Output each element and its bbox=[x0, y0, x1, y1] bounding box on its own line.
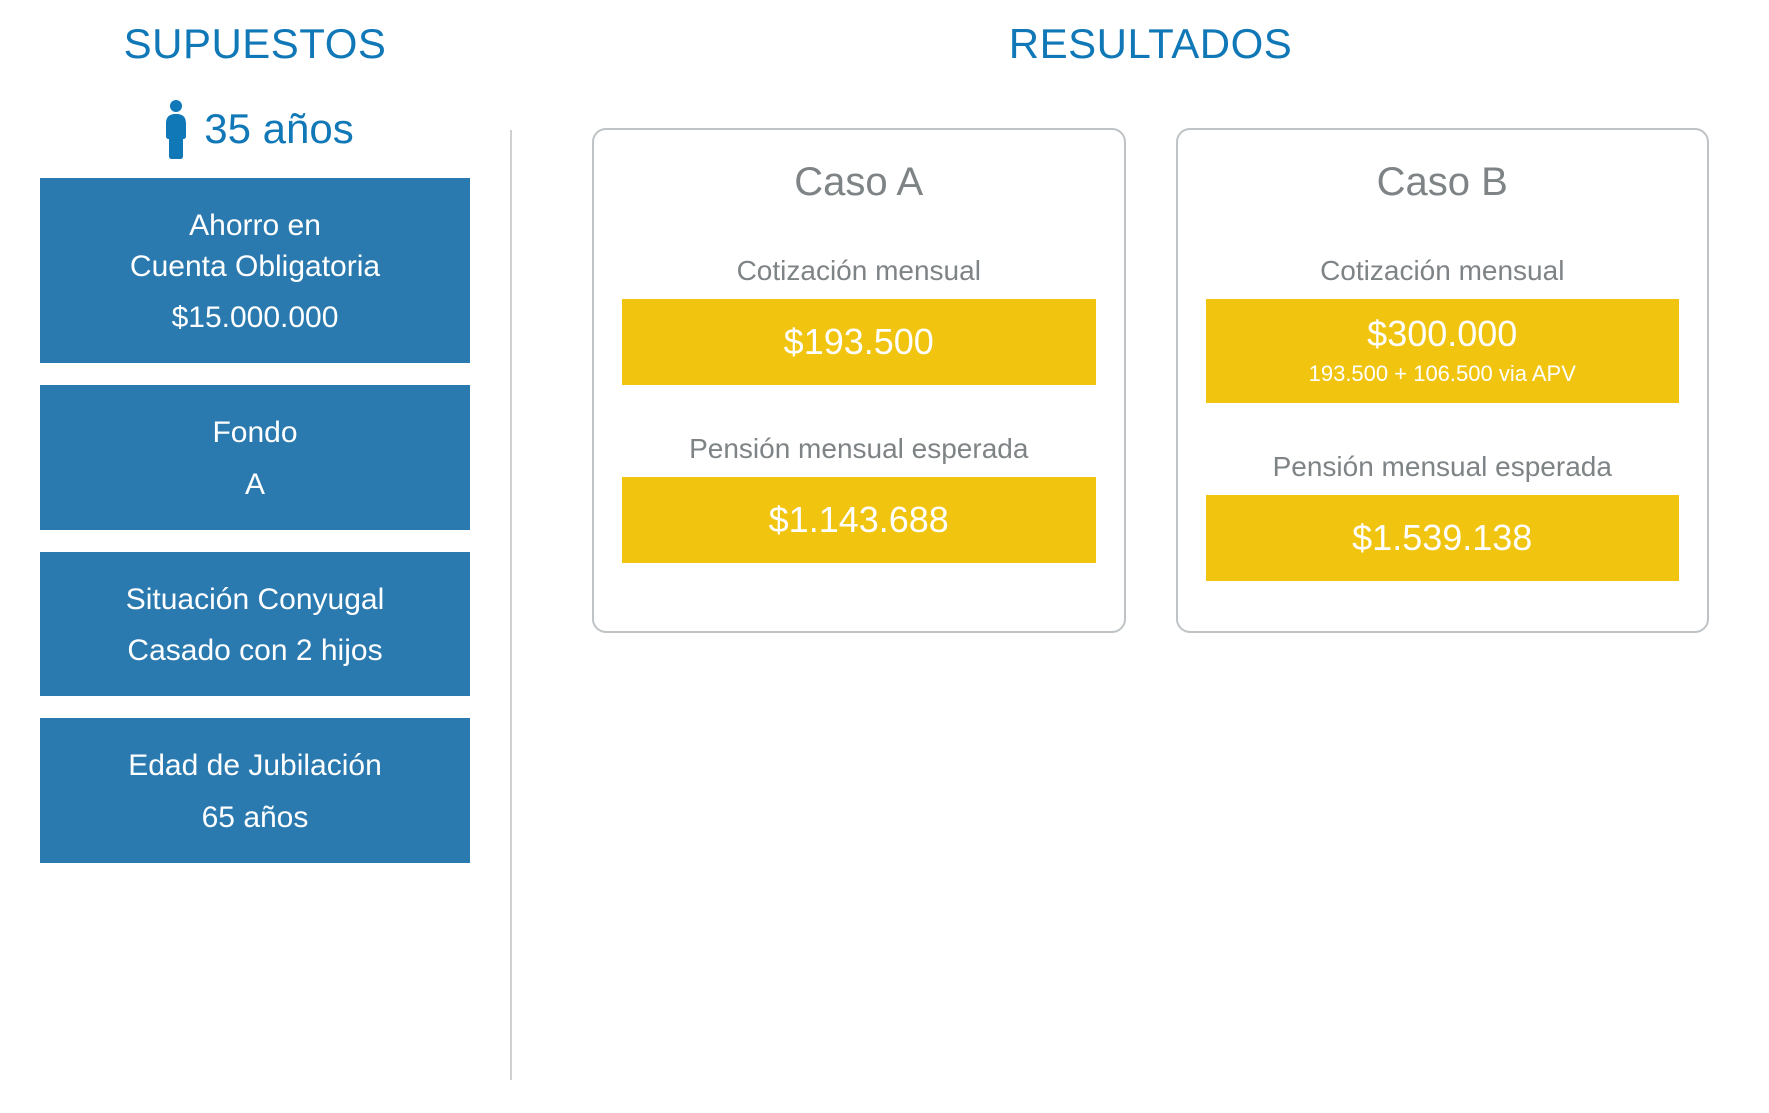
assumptions-column: SUPUESTOS 35 años Ahorro en Cuenta Oblig… bbox=[40, 20, 470, 1080]
card-label: Edad de Jubilación bbox=[60, 746, 450, 787]
pension-value-box: $1.539.138 bbox=[1206, 495, 1680, 581]
pension-value: $1.539.138 bbox=[1216, 517, 1670, 559]
contribution-value-box: $193.500 bbox=[622, 299, 1096, 385]
assumptions-heading: SUPUESTOS bbox=[40, 20, 470, 68]
assumption-card-marital: Situación Conyugal Casado con 2 hijos bbox=[40, 552, 470, 697]
contribution-label: Cotización mensual bbox=[622, 255, 1096, 287]
contribution-label: Cotización mensual bbox=[1206, 255, 1680, 287]
results-column: RESULTADOS Caso A Cotización mensual $19… bbox=[552, 20, 1709, 1080]
pension-value: $1.143.688 bbox=[632, 499, 1086, 541]
case-card-b: Caso B Cotización mensual $300.000 193.5… bbox=[1176, 128, 1710, 633]
card-value: A bbox=[60, 468, 450, 502]
age-label: 35 años bbox=[204, 105, 353, 153]
assumption-card-savings: Ahorro en Cuenta Obligatoria $15.000.000 bbox=[40, 178, 470, 363]
results-heading: RESULTADOS bbox=[592, 20, 1709, 68]
main-container: SUPUESTOS 35 años Ahorro en Cuenta Oblig… bbox=[0, 0, 1769, 1080]
case-card-a: Caso A Cotización mensual $193.500 Pensi… bbox=[592, 128, 1126, 633]
pension-label: Pensión mensual esperada bbox=[622, 433, 1096, 465]
case-title: Caso B bbox=[1206, 160, 1680, 205]
contribution-value: $300.000 bbox=[1216, 313, 1670, 355]
card-value: $15.000.000 bbox=[60, 301, 450, 335]
assumption-card-fund: Fondo A bbox=[40, 385, 470, 530]
person-icon bbox=[156, 98, 196, 160]
contribution-value-box: $300.000 193.500 + 106.500 via APV bbox=[1206, 299, 1680, 403]
case-title: Caso A bbox=[622, 160, 1096, 205]
pension-label: Pensión mensual esperada bbox=[1206, 451, 1680, 483]
cases-row: Caso A Cotización mensual $193.500 Pensi… bbox=[592, 128, 1709, 633]
card-label: Fondo bbox=[60, 413, 450, 454]
card-label: Situación Conyugal bbox=[60, 580, 450, 621]
assumption-card-retirement-age: Edad de Jubilación 65 años bbox=[40, 718, 470, 863]
card-label: Ahorro en Cuenta Obligatoria bbox=[60, 206, 450, 287]
vertical-divider bbox=[510, 130, 512, 1080]
pension-value-box: $1.143.688 bbox=[622, 477, 1096, 563]
contribution-sub: 193.500 + 106.500 via APV bbox=[1216, 361, 1670, 387]
contribution-value: $193.500 bbox=[632, 321, 1086, 363]
age-row: 35 años bbox=[40, 98, 470, 160]
card-value: Casado con 2 hijos bbox=[60, 634, 450, 668]
card-value: 65 años bbox=[60, 801, 450, 835]
